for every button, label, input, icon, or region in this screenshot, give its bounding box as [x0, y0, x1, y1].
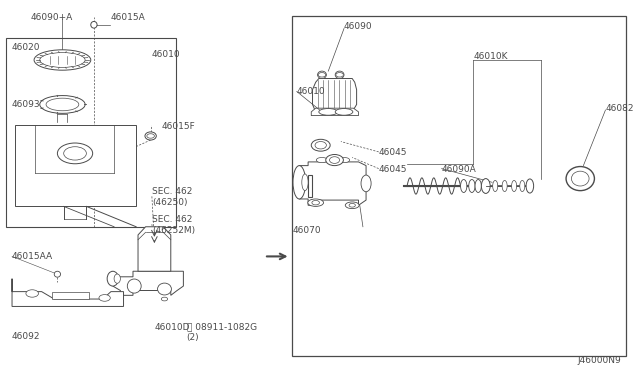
Ellipse shape — [316, 157, 328, 163]
Ellipse shape — [302, 174, 308, 190]
Polygon shape — [12, 279, 124, 307]
Circle shape — [312, 201, 319, 205]
Ellipse shape — [114, 274, 120, 283]
Ellipse shape — [468, 180, 475, 192]
Circle shape — [349, 203, 355, 207]
Polygon shape — [300, 162, 366, 205]
Ellipse shape — [335, 109, 353, 115]
Circle shape — [99, 295, 110, 301]
Text: 46015AA: 46015AA — [12, 252, 53, 261]
Polygon shape — [138, 227, 171, 271]
Text: 46020: 46020 — [12, 42, 40, 51]
Ellipse shape — [526, 179, 534, 193]
Ellipse shape — [511, 180, 516, 192]
Text: 46045: 46045 — [379, 165, 407, 174]
Text: 46090+A: 46090+A — [31, 13, 73, 22]
Text: 46010: 46010 — [297, 87, 325, 96]
Circle shape — [64, 147, 86, 160]
Ellipse shape — [520, 180, 525, 192]
Text: 46010K: 46010K — [473, 52, 508, 61]
Ellipse shape — [54, 271, 61, 277]
Ellipse shape — [46, 98, 79, 111]
Ellipse shape — [481, 179, 490, 193]
Text: 46045: 46045 — [379, 148, 407, 157]
Text: 46093: 46093 — [12, 100, 41, 109]
Ellipse shape — [40, 52, 85, 67]
Ellipse shape — [461, 180, 467, 192]
Ellipse shape — [40, 96, 85, 113]
Text: 46070: 46070 — [293, 226, 322, 235]
Ellipse shape — [293, 166, 305, 199]
Text: 46015A: 46015A — [111, 13, 146, 22]
Text: 46015F: 46015F — [161, 122, 195, 131]
Text: 46090A: 46090A — [442, 165, 476, 174]
Ellipse shape — [502, 180, 507, 192]
Circle shape — [58, 143, 93, 164]
Ellipse shape — [127, 279, 141, 293]
Ellipse shape — [326, 154, 344, 166]
Circle shape — [26, 290, 38, 297]
Circle shape — [318, 73, 326, 77]
Polygon shape — [15, 125, 136, 206]
Ellipse shape — [145, 132, 156, 140]
Bar — [6, 38, 176, 227]
Ellipse shape — [34, 50, 91, 70]
Text: SEC. 462
(46252M): SEC. 462 (46252M) — [152, 215, 195, 235]
Ellipse shape — [311, 139, 330, 151]
Text: 46010: 46010 — [152, 50, 180, 59]
Ellipse shape — [339, 157, 349, 163]
Ellipse shape — [161, 297, 168, 301]
Ellipse shape — [315, 141, 326, 149]
Text: SEC. 462
(46250): SEC. 462 (46250) — [152, 187, 192, 207]
Ellipse shape — [308, 199, 324, 206]
Bar — [52, 292, 89, 299]
Circle shape — [147, 134, 154, 138]
Bar — [292, 16, 626, 356]
Text: 46092: 46092 — [12, 331, 40, 341]
Ellipse shape — [493, 180, 498, 192]
Text: J46000N9: J46000N9 — [577, 356, 621, 365]
Text: 46090: 46090 — [344, 22, 372, 31]
Ellipse shape — [572, 171, 589, 186]
Ellipse shape — [566, 167, 595, 190]
Ellipse shape — [157, 283, 172, 295]
Polygon shape — [308, 175, 312, 197]
Ellipse shape — [330, 157, 340, 163]
Text: Ⓝ 08911-1082G
(2): Ⓝ 08911-1082G (2) — [186, 323, 257, 342]
Ellipse shape — [475, 180, 481, 192]
Ellipse shape — [317, 71, 326, 78]
Ellipse shape — [361, 175, 371, 192]
Ellipse shape — [345, 202, 359, 209]
Ellipse shape — [91, 22, 97, 28]
Polygon shape — [311, 108, 358, 116]
Circle shape — [336, 73, 344, 77]
Text: 46082: 46082 — [605, 104, 634, 113]
Ellipse shape — [319, 109, 338, 115]
Text: 46010D: 46010D — [155, 323, 191, 332]
Polygon shape — [312, 78, 356, 112]
Polygon shape — [113, 271, 184, 295]
Ellipse shape — [335, 71, 344, 78]
Ellipse shape — [107, 271, 118, 286]
